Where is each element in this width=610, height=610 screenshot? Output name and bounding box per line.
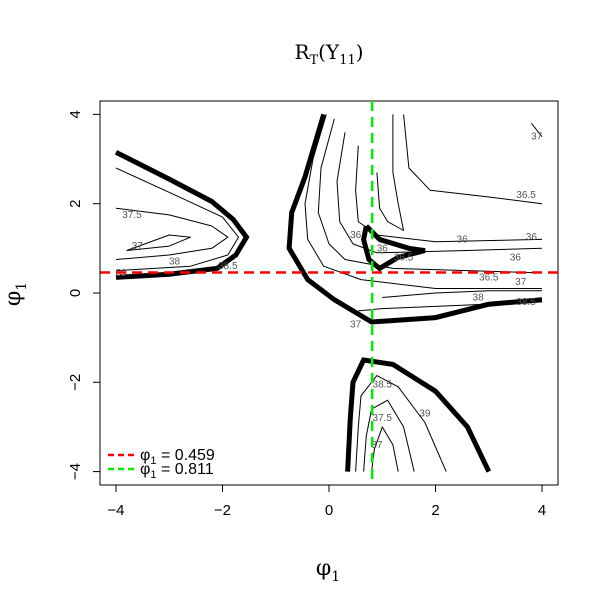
contour-line-7 xyxy=(376,114,405,231)
contour-label: 38.5 xyxy=(218,261,238,272)
x-tick-label: −4 xyxy=(107,502,124,519)
x-tick-label: −2 xyxy=(214,502,231,519)
x-tick-label: 4 xyxy=(538,502,546,519)
contour-label: 38 xyxy=(473,292,485,303)
contour-line-0 xyxy=(115,207,229,260)
contour-label: 36.5 xyxy=(394,252,414,263)
contour-line-2 xyxy=(126,234,191,252)
contour-label: 37 xyxy=(531,132,543,143)
contour-label: 38.5 xyxy=(516,297,536,308)
thick-contour-2 xyxy=(361,224,426,272)
y-tick-label: −4 xyxy=(67,463,84,480)
contour-label: 36.5 xyxy=(479,272,499,283)
reference-lines xyxy=(100,101,558,485)
contour-line-6 xyxy=(355,145,543,243)
contour-label: 37 xyxy=(371,440,383,451)
x-axis-label: φ1 xyxy=(316,556,340,585)
y-tick-label: 2 xyxy=(67,200,84,208)
contour-label: 37.5 xyxy=(122,210,142,221)
contour-lines xyxy=(114,113,543,473)
contour-label: 38 xyxy=(169,257,181,268)
contour-label: 38.5 xyxy=(373,380,393,391)
contour-label: 36 xyxy=(350,230,362,241)
y-axis-label: φ1 xyxy=(1,282,30,306)
contour-label: 36.5 xyxy=(516,190,536,201)
contour-line-4 xyxy=(317,118,543,274)
thick-contour-1 xyxy=(286,113,543,325)
contour-line-5 xyxy=(336,132,543,254)
contour-line-9 xyxy=(531,122,543,138)
contour-label: 39 xyxy=(419,409,431,420)
x-tick-label: 2 xyxy=(431,502,439,519)
contour-line-3 xyxy=(304,114,542,289)
contour-line-8 xyxy=(403,114,543,205)
contour-line-10 xyxy=(355,375,447,472)
contour-label: 37 xyxy=(515,277,527,288)
contour-label: 36 xyxy=(510,252,522,263)
legend-entry: φ1 = 0.459 xyxy=(140,447,215,467)
x-axis: −4 −2 0 2 4 xyxy=(107,484,546,519)
contour-line-14 xyxy=(382,290,542,298)
contour-label: 36 xyxy=(457,234,469,245)
contour-label: 37.5 xyxy=(373,413,393,424)
y-tick-label: 4 xyxy=(67,110,84,118)
contour-label: 37 xyxy=(350,319,362,330)
y-tick-label: 0 xyxy=(67,289,84,297)
legend-entry: φ1 = 0.811 xyxy=(140,461,214,481)
chart-title: RT(Υ11) xyxy=(294,40,363,68)
contour-label: 37 xyxy=(132,241,144,252)
thick-contour-3 xyxy=(345,357,492,473)
x-tick-label: 0 xyxy=(325,502,333,519)
y-tick-label: −2 xyxy=(67,374,84,391)
y-axis: −4 −2 0 2 4 xyxy=(67,110,101,480)
contour-line-11 xyxy=(363,399,415,472)
contour-label: 36 xyxy=(377,243,389,254)
contour-label: 36 xyxy=(526,232,538,243)
contour-line-1 xyxy=(115,167,239,272)
